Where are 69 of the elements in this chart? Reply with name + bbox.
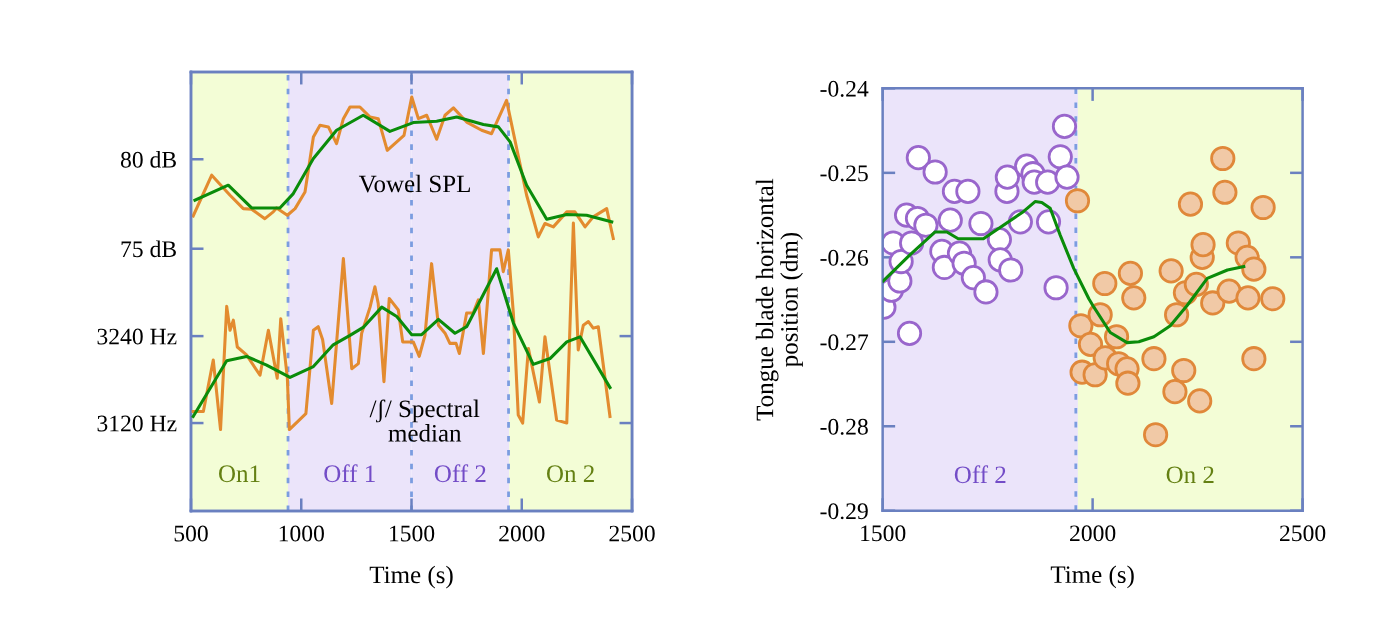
point xyxy=(1121,285,1147,311)
point xyxy=(1200,290,1226,316)
band-label: Off 2 xyxy=(434,464,486,483)
y-tick-label: -0.27 xyxy=(820,334,869,351)
point xyxy=(1064,188,1091,214)
point xyxy=(968,210,994,237)
point xyxy=(1190,232,1216,258)
x-tick-label: 2000 xyxy=(499,525,545,542)
x-tick-label: 1500 xyxy=(861,525,906,542)
line-series xyxy=(193,113,614,224)
band-label: Off 2 xyxy=(954,465,1006,484)
band-label: Off 1 xyxy=(324,464,375,483)
x-tick-label: 500 xyxy=(174,525,208,542)
point xyxy=(1054,164,1080,190)
y-tick-label: -0.24 xyxy=(820,80,869,97)
point xyxy=(955,178,981,205)
x-tick-label: 1000 xyxy=(279,525,324,542)
y-tick-label: -0.28 xyxy=(820,418,868,435)
point xyxy=(1143,422,1169,448)
point xyxy=(1241,346,1267,372)
x-tick-label: 2500 xyxy=(609,525,655,542)
point xyxy=(973,279,999,305)
point xyxy=(1171,357,1197,384)
point xyxy=(1092,270,1118,297)
annotation: /ʃ/ Spectral median xyxy=(369,399,480,442)
point xyxy=(1115,370,1141,396)
y2-tick-label: 3240 Hz xyxy=(97,328,177,345)
point xyxy=(1177,191,1204,217)
x-axis-title: Time (s) xyxy=(369,565,453,589)
point xyxy=(1216,278,1242,304)
band-label: On 2 xyxy=(1166,466,1214,484)
point xyxy=(1210,145,1236,172)
point xyxy=(1035,169,1061,195)
point xyxy=(905,145,931,171)
y-axis-title: Tongue blade horizontal position (dm) xyxy=(755,178,803,421)
x-axis-title: Time (s) xyxy=(1050,565,1134,589)
band-label: On 2 xyxy=(547,465,594,483)
point xyxy=(1250,194,1276,221)
y-tick-label: -0.29 xyxy=(820,503,868,520)
point xyxy=(1162,379,1188,405)
point xyxy=(896,320,923,346)
point xyxy=(1141,346,1167,372)
point xyxy=(937,207,963,233)
point xyxy=(1212,179,1238,205)
point xyxy=(1235,285,1261,311)
point xyxy=(1158,258,1184,284)
point xyxy=(1117,260,1143,286)
y-tick-label: -0.26 xyxy=(820,249,869,266)
point xyxy=(998,257,1024,283)
line-series xyxy=(191,95,615,241)
annotation: Vowel SPL xyxy=(358,174,470,193)
point xyxy=(1043,275,1069,301)
point xyxy=(913,212,939,238)
x-tick-label: 1500 xyxy=(389,525,435,542)
band-label: On1 xyxy=(219,465,260,483)
y2-tick-label: 3120 Hz xyxy=(97,415,177,432)
point xyxy=(1260,286,1286,312)
x-tick-label: 2000 xyxy=(1070,525,1116,542)
y-tick-label: -0.25 xyxy=(820,165,868,182)
y-tick-label: 75 dB xyxy=(121,240,176,258)
point xyxy=(922,159,948,185)
x-tick-label: 2500 xyxy=(1280,525,1326,542)
point xyxy=(1047,144,1073,170)
point xyxy=(994,164,1020,190)
point xyxy=(1241,256,1267,282)
point xyxy=(1051,113,1078,139)
y-tick-label: 80 dB xyxy=(120,151,176,168)
point xyxy=(1077,331,1104,357)
point xyxy=(1187,388,1213,414)
